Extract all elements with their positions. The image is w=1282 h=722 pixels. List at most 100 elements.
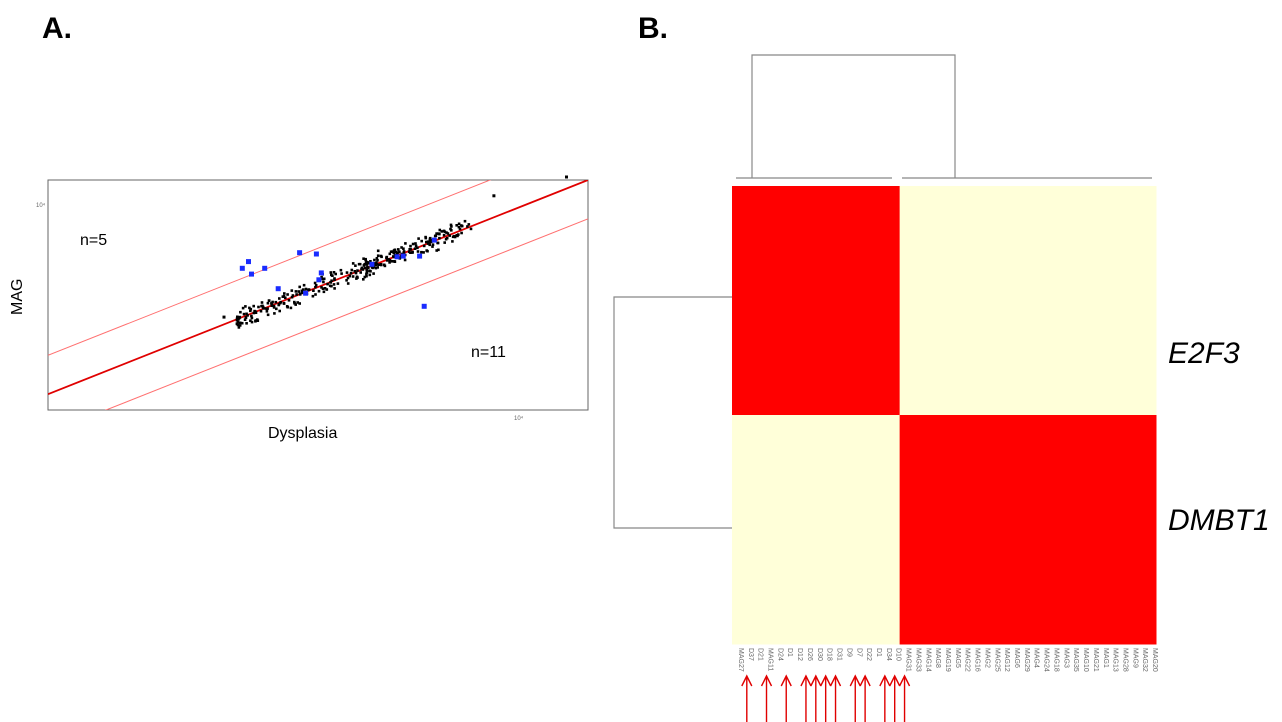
- scatter-point: [365, 272, 368, 276]
- scatter-point: [409, 244, 412, 248]
- scatter-point: [244, 305, 247, 308]
- scatter-point: [443, 241, 446, 244]
- scatter-point: [358, 262, 362, 266]
- scatter-point: [329, 281, 332, 284]
- scatter-point: [332, 283, 336, 286]
- scatter-point: [279, 300, 283, 304]
- x-right-tick-label: 10⁴: [514, 415, 524, 422]
- highlighted-point: [394, 254, 400, 260]
- scatter-point: [239, 310, 242, 314]
- scatter-point: [469, 227, 473, 231]
- scatter-point: [314, 284, 318, 287]
- column-label: MAG4: [1033, 648, 1040, 668]
- scatter-point: [252, 304, 255, 308]
- scatter-point: [326, 282, 329, 286]
- marker-arrow: [741, 674, 753, 722]
- marker-arrow: [898, 674, 911, 722]
- scatter-point: [345, 279, 348, 282]
- scatter-point: [250, 320, 254, 324]
- panel-a-label: A.: [42, 12, 72, 45]
- scatter-point: [391, 250, 394, 253]
- scatter-point: [333, 278, 336, 281]
- scatter-point: [252, 311, 256, 315]
- scatter-point: [333, 287, 336, 290]
- highlighted-point: [275, 286, 281, 292]
- scatter-point: [275, 307, 278, 311]
- column-dendrogram: [736, 54, 1152, 179]
- column-label: D21: [757, 648, 764, 661]
- row-label-dmbt1: DMBT1: [1168, 504, 1270, 537]
- scatter-point: [278, 309, 281, 313]
- scatter-point: [392, 255, 395, 258]
- scatter-point: [277, 303, 280, 307]
- highlighted-point: [421, 303, 427, 309]
- identity-line: [48, 180, 588, 395]
- scatter-point: [295, 293, 298, 296]
- highlighted-point: [297, 250, 303, 256]
- column-label: MAG24: [1043, 648, 1050, 672]
- scatter-point: [388, 258, 392, 262]
- scatter-point: [360, 267, 363, 271]
- highlighted-point: [246, 259, 251, 265]
- scatter-point: [446, 232, 450, 235]
- scatter-point: [300, 291, 304, 295]
- scatter-point: [365, 268, 368, 271]
- scatter-point: [248, 306, 251, 310]
- scatter-point: [435, 232, 438, 235]
- scatter-point: [284, 296, 287, 300]
- scatter-point: [402, 250, 406, 253]
- column-label: D9: [845, 648, 852, 657]
- scatter-point: [312, 289, 315, 292]
- scatter-point: [431, 243, 435, 246]
- scatter-point: [346, 282, 350, 285]
- highlighted-point: [316, 277, 322, 283]
- scatter-point: [390, 260, 394, 263]
- scatter-point: [377, 263, 380, 266]
- scatter-point: [420, 250, 423, 254]
- column-label: MAG22: [964, 648, 971, 672]
- scatter-point: [293, 300, 296, 304]
- scatter-point: [245, 322, 248, 325]
- highlighted-point: [417, 253, 423, 259]
- scatter-point: [236, 320, 240, 324]
- scatter-point: [364, 257, 367, 261]
- scatter-point: [283, 292, 286, 295]
- column-label: MAG32: [1141, 648, 1148, 672]
- scatter-point: [398, 250, 401, 254]
- column-label: D1: [875, 648, 882, 657]
- column-label: D22: [865, 648, 872, 661]
- scatter-point: [393, 260, 396, 263]
- scatter-point: [422, 251, 425, 254]
- column-label: D7: [855, 648, 862, 657]
- scatter-point: [424, 236, 428, 240]
- scatter-point: [376, 254, 380, 257]
- scatter-point: [455, 224, 458, 227]
- scatter-point: [321, 277, 324, 281]
- scatter-point: [241, 306, 245, 310]
- scatter-point: [301, 288, 305, 291]
- scatter-point: [245, 312, 248, 316]
- scatter-point: [428, 237, 432, 241]
- scatter-point: [322, 277, 326, 281]
- scatter-point: [466, 225, 469, 228]
- column-label: MAG10: [1082, 648, 1089, 672]
- scatter-point: [330, 279, 333, 282]
- scatter-point: [256, 319, 260, 322]
- column-dendrogram-top: [751, 54, 956, 178]
- scatter-point: [298, 292, 302, 295]
- scatter-point: [257, 305, 260, 309]
- scatter-point: [351, 262, 355, 265]
- scatter-plot: 10⁴ 10⁴ n=5 n=11 Dysplasia MAG: [9, 175, 589, 442]
- scatter-point: [376, 249, 380, 253]
- scatter-point: [492, 194, 496, 198]
- scatter-point: [376, 259, 379, 262]
- scatter-point: [437, 232, 440, 235]
- scatter-point: [389, 250, 393, 253]
- scatter-point: [463, 219, 467, 223]
- scatter-point: [450, 225, 453, 228]
- column-label: MAG21: [1092, 648, 1099, 672]
- scatter-point: [325, 288, 329, 291]
- column-label: MAG31: [905, 648, 912, 672]
- column-label: MAG1: [1102, 648, 1109, 668]
